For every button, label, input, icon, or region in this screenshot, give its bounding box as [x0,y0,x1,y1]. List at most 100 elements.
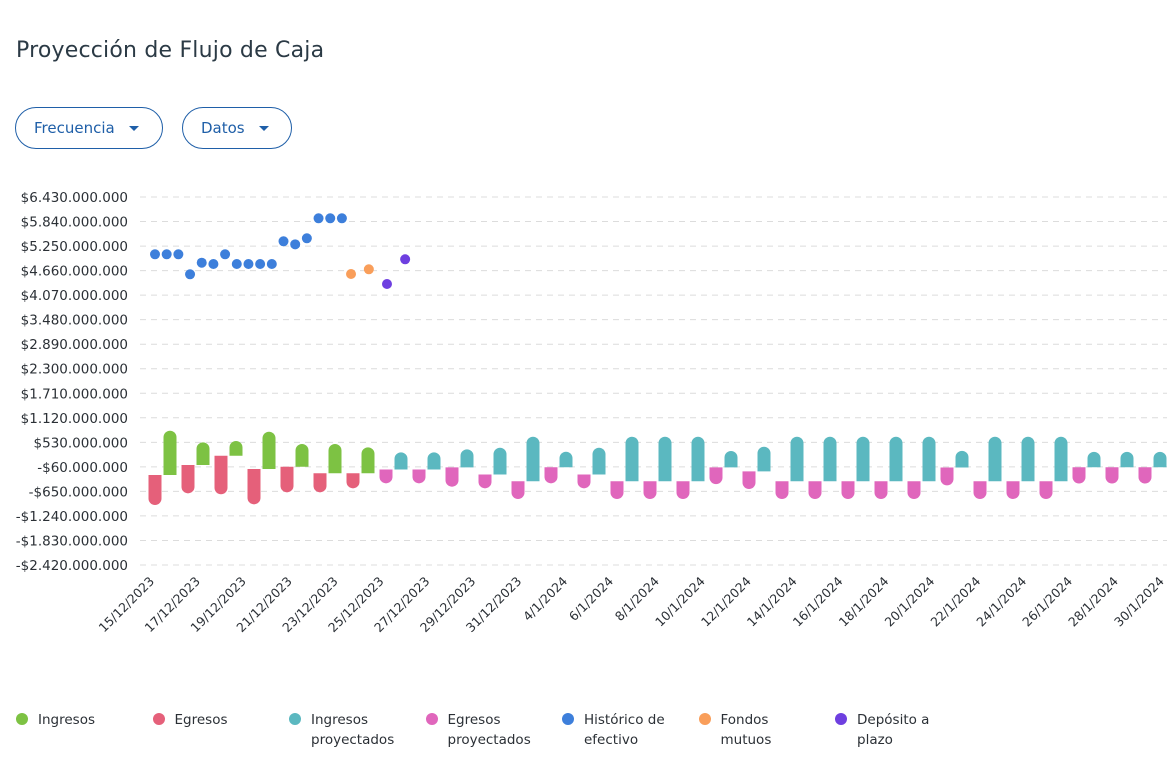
historico-point [150,249,160,260]
ingresos-proyectados-bar [922,436,936,482]
y-tick-label: $1.120.000.000 [21,411,128,427]
historico-point [290,239,301,250]
x-tick-label: 4/1/2024 [520,573,570,623]
legend-dot-icon [835,713,847,725]
legend-item-ingresos[interactable]: Ingresos [16,710,136,730]
egresos-proyectados-bar [1138,467,1152,484]
frecuencia-dropdown[interactable]: Frecuencia [15,107,163,149]
legend-dot-icon [152,713,165,725]
ingresos-proyectados-bar [955,450,969,468]
egresos-bar [148,475,162,505]
y-tick-label: $2.890.000.000 [21,337,128,353]
x-tick-label: 6/1/2024 [566,573,616,623]
fondos-point [346,269,357,280]
egresos-proyectados-bar [676,481,690,500]
egresos-bar [280,466,294,493]
ingresos-proyectados-bar [658,436,672,482]
legend-label: Histórico de efectivo [584,712,665,748]
ingresos-bar [361,447,375,474]
legend-item-historico[interactable]: Histórico de efectivo [562,710,682,750]
legend-label: Fondos mutuos [720,712,772,748]
historico-point [173,249,184,260]
egresos-proyectados-bar [610,481,624,500]
y-tick-label: $3.480.000.000 [21,313,128,329]
y-tick-label: -$60.000.000 [37,460,128,476]
datos-label: Datos [201,119,245,137]
ingresos-proyectados-bar [592,447,606,475]
ingresos-bar [196,442,210,465]
legend-item-deposito[interactable]: Depósito a plazo [835,710,955,750]
datos-dropdown[interactable]: Datos [182,107,292,149]
y-tick-label: $5.250.000.000 [21,239,128,255]
historico-point [243,258,254,269]
legend-item-ingresos_proyectados[interactable]: Ingresos proyectados [289,710,409,750]
ingresos-proyectados-bar [724,451,738,468]
ingresos-bar [262,431,276,470]
caret-down-icon [258,125,269,131]
egresos-proyectados-bar [643,481,657,500]
egresos-proyectados-bar [709,467,723,485]
egresos-bar [313,473,327,493]
ingresos-proyectados-bar [394,452,408,470]
egresos-proyectados-bar [775,481,789,500]
legend-dot-icon [698,713,711,725]
egresos-proyectados-bar [577,474,591,489]
ingresos-bar [229,441,243,456]
ingresos-proyectados-bar [1054,436,1068,482]
egresos-proyectados-bar [808,481,822,500]
y-tick-label: $6.430.000.000 [21,190,128,206]
historico-point [220,249,231,260]
y-tick-label: $530.000.000 [34,435,128,451]
legend-item-egresos[interactable]: Egresos [152,710,273,730]
historico-point [231,258,242,269]
ingresos-proyectados-bar [988,436,1002,482]
y-tick-label: $2.300.000.000 [21,362,128,378]
egresos-proyectados-bar [742,471,756,490]
y-tick-label: $4.660.000.000 [21,264,128,280]
y-tick-label: -$1.240.000.000 [16,509,128,525]
fondos-point [363,264,374,275]
legend-dot-icon [425,713,438,725]
egresos-proyectados-bar [1105,467,1119,484]
ingresos-proyectados-bar [427,452,441,470]
egresos-proyectados-bar [1072,467,1086,484]
egresos-bar [247,469,261,505]
legend-dot-icon [289,713,301,725]
egresos-proyectados-bar [907,481,921,500]
egresos-proyectados-bar [412,469,426,484]
historico-point [208,258,219,269]
ingresos-proyectados-bar [790,436,804,482]
historico-point [266,258,277,269]
legend-label: Ingresos [38,712,95,728]
historico-point [185,269,196,280]
ingresos-bar [295,443,309,467]
legend-label: Depósito a plazo [857,712,930,748]
egresos-proyectados-bar [973,481,987,500]
ingresos-proyectados-bar [1120,451,1134,468]
ingresos-bar [163,430,177,476]
ingresos-proyectados-bar [460,449,474,468]
ingresos-proyectados-bar [889,436,903,482]
egresos-proyectados-bar [1006,481,1020,500]
egresos-proyectados-bar [1039,481,1053,500]
legend-label: Egresos [174,712,228,728]
ingresos-proyectados-bar [526,436,540,482]
y-tick-label: -$2.420.000.000 [16,558,128,574]
ingresos-proyectados-bar [823,436,837,482]
legend-item-egresos_proyectados[interactable]: Egresos proyectados [425,710,546,750]
egresos-proyectados-bar [511,481,525,500]
egresos-bar [214,455,228,495]
x-tick-label: 30/1/2024 [1111,573,1167,629]
legend-label: Ingresos proyectados [311,712,395,748]
cash-flow-chart: $6.430.000.000 $5.840.000.000 $5.250.000.0… [16,190,1167,635]
legend-dot-icon [562,713,574,725]
historico-point [161,249,172,260]
ingresos-proyectados-bar [757,446,771,472]
egresos-bar [346,473,360,489]
deposito-point [381,278,392,289]
legend-item-fondos[interactable]: Fondos mutuos [698,710,819,750]
ingresos-bar [328,443,342,474]
ingresos-proyectados-bar [1153,451,1167,468]
legend-label: Egresos proyectados [447,712,531,748]
frecuencia-label: Frecuencia [34,119,115,137]
